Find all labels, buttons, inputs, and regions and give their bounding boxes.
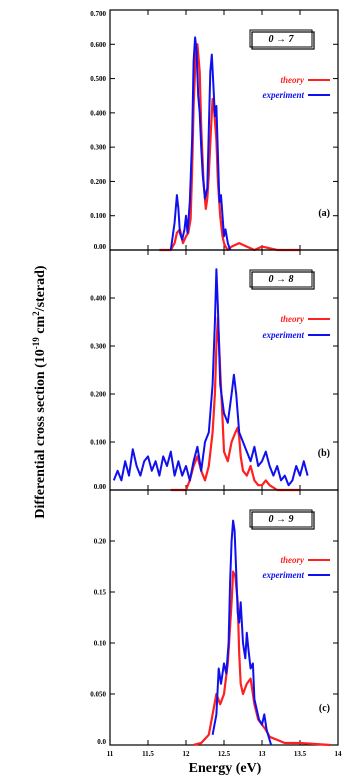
y-tick-label: 0.15: [94, 589, 107, 597]
series-line-theory: [170, 316, 300, 492]
y-tick-label: 0.00: [94, 243, 107, 251]
y-axis-label: Differential cross section (10-19 cm2/st…: [31, 265, 48, 518]
legend-label-theory: theory: [281, 555, 306, 565]
y-tick-label: 0.700: [90, 10, 106, 18]
panel-tag: (c): [319, 703, 330, 714]
x-tick-label: 12.5: [218, 750, 231, 758]
transition-box-shadow: [251, 511, 315, 530]
panel-tag: (b): [318, 448, 330, 459]
series-line-theory: [193, 570, 331, 747]
y-tick-label: 0.10: [94, 640, 107, 648]
panel-0: 0.00 0.100 0.200 0.300 0.400 0.500 0.600 0.700 0…: [90, 9, 339, 252]
legend-label-experiment: experiment: [263, 330, 305, 340]
transition-label: 0 → 8: [269, 274, 294, 285]
y-tick-label: 0.300: [90, 343, 106, 351]
legend-label-experiment: experiment: [263, 90, 305, 100]
y-tick-label: 0.050: [90, 691, 106, 699]
panel-2: 0.0 0.050 0.10 0.15 0.20 11 11.5 12 12.5 13 13.5 14…: [90, 489, 343, 758]
legend-label-experiment: experiment: [263, 570, 305, 580]
transition-box: [249, 509, 313, 528]
y-tick-label: 0.400: [90, 109, 106, 117]
panel-tag: (a): [318, 208, 330, 219]
transition-label: 0 → 7: [269, 34, 295, 45]
panel-frame: [109, 489, 339, 746]
y-tick-label: 0.500: [90, 75, 106, 83]
y-tick-label: 0.300: [90, 144, 106, 152]
x-tick-label: 13.5: [294, 750, 307, 758]
series-line-experiment: [169, 36, 232, 251]
x-tick-label: 12: [183, 750, 191, 758]
y-tick-label: 0.600: [90, 41, 106, 49]
series-line-experiment: [211, 519, 273, 746]
transition-box-shadow: [251, 31, 315, 50]
y-tick-label: 0.200: [90, 391, 106, 399]
y-tick-label: 0.100: [90, 439, 106, 447]
y-tick-label: 0.0: [97, 738, 106, 746]
x-axis-label: Energy (eV): [189, 761, 262, 776]
panel-1: 0.00 0.100 0.200 0.300 0.400 0 → 8 theory exper…: [90, 249, 339, 492]
transition-box-shadow: [251, 271, 315, 290]
y-tick-label: 0.100: [90, 212, 106, 220]
transition-box: [249, 269, 313, 288]
series-line-experiment: [112, 268, 309, 487]
y-tick-label: 0.20: [94, 538, 107, 546]
series-line-theory: [159, 43, 300, 252]
transition-box: [249, 29, 313, 48]
x-tick-label: 11.5: [142, 750, 154, 758]
y-tick-label: 0.00: [94, 483, 107, 491]
panels-group: 0.00 0.100 0.200 0.300 0.400 0.500 0.600 0.700 0…: [90, 9, 343, 758]
x-tick-label: 11: [107, 750, 114, 758]
x-tick-label: 13: [259, 750, 267, 758]
legend-label-theory: theory: [281, 75, 306, 85]
x-tick-label: 14: [335, 750, 343, 758]
legend-label-theory: theory: [281, 314, 306, 324]
transition-label: 0 → 9: [269, 514, 294, 525]
y-tick-label: 0.400: [90, 295, 106, 303]
y-tick-label: 0.200: [90, 178, 106, 186]
